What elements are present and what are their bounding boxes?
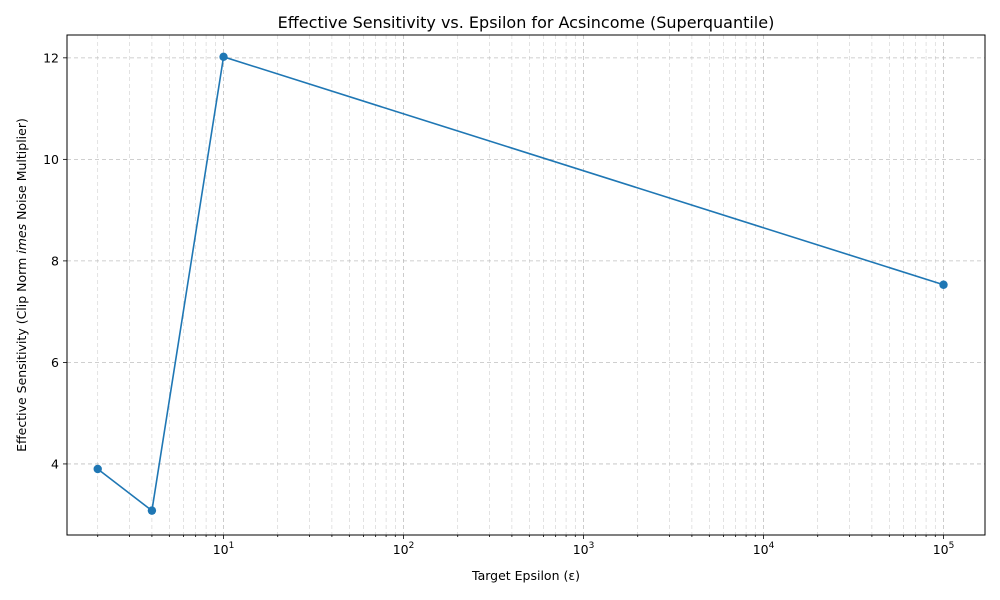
y-axis-label: Effective Sensitivity (Clip Norm imes No… bbox=[14, 118, 29, 452]
x-tick-label-exponent: 3 bbox=[589, 541, 595, 551]
x-tick-label: 102 bbox=[393, 541, 415, 557]
y-tick-label: 4 bbox=[51, 456, 59, 471]
y-tick-label: 6 bbox=[51, 355, 59, 370]
x-tick-label-base: 10 bbox=[213, 542, 229, 557]
y-axis: 4 6 8 10 12 bbox=[43, 50, 67, 471]
x-tick-label-base: 10 bbox=[393, 542, 409, 557]
x-tick-label-exponent: 2 bbox=[409, 541, 415, 551]
grid-lines bbox=[67, 35, 985, 535]
x-tick-label-exponent: 5 bbox=[949, 541, 955, 551]
data-point bbox=[147, 506, 157, 515]
y-tick-label: 12 bbox=[43, 50, 59, 65]
chart-title: Effective Sensitivity vs. Epsilon for Ac… bbox=[278, 13, 775, 32]
x-tick-label-base: 10 bbox=[753, 542, 769, 557]
series-line bbox=[97, 55, 944, 513]
series-group bbox=[93, 52, 948, 515]
x-tick-label-exponent: 1 bbox=[229, 541, 235, 551]
x-axis: 101 102 103 104 105 bbox=[97, 535, 955, 557]
x-tick-label-exponent: 4 bbox=[769, 541, 775, 551]
y-axis-label-italic: imes bbox=[14, 223, 29, 253]
y-tick-label: 8 bbox=[51, 253, 59, 268]
data-point bbox=[939, 280, 948, 289]
y-tick-label: 10 bbox=[43, 152, 59, 167]
x-tick-label: 105 bbox=[933, 541, 955, 557]
plot-frame bbox=[66, 34, 986, 536]
data-point bbox=[93, 464, 102, 474]
x-axis-label: Target Epsilon (ε) bbox=[471, 568, 580, 583]
x-tick-label-base: 10 bbox=[933, 542, 949, 557]
x-tick-label: 101 bbox=[213, 541, 235, 557]
y-axis-label-part-1: Effective Sensitivity (Clip Norm bbox=[14, 254, 29, 452]
x-tick-label: 104 bbox=[753, 541, 775, 557]
x-tick-label-base: 10 bbox=[573, 542, 589, 557]
data-point bbox=[219, 52, 228, 62]
x-tick-label: 103 bbox=[573, 541, 595, 557]
y-axis-label-part-2: Noise Multiplier) bbox=[14, 118, 29, 224]
